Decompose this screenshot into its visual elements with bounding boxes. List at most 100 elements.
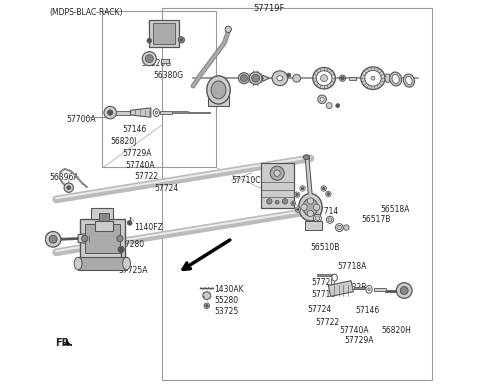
Circle shape — [64, 183, 73, 192]
Ellipse shape — [365, 70, 381, 86]
Bar — [99, 213, 109, 221]
Polygon shape — [263, 75, 269, 81]
Circle shape — [400, 287, 408, 294]
Bar — [208, 90, 229, 106]
Circle shape — [145, 55, 153, 63]
Circle shape — [205, 304, 208, 307]
Bar — [85, 224, 120, 253]
Ellipse shape — [339, 75, 346, 81]
Ellipse shape — [326, 216, 334, 223]
Ellipse shape — [272, 71, 288, 86]
Ellipse shape — [316, 71, 332, 86]
Text: 56320G: 56320G — [142, 59, 171, 68]
Text: 56380G: 56380G — [153, 70, 183, 80]
Bar — [173, 111, 188, 113]
Text: FR.: FR. — [56, 338, 73, 348]
Circle shape — [301, 187, 304, 190]
Ellipse shape — [252, 74, 260, 82]
Polygon shape — [78, 233, 91, 244]
Polygon shape — [131, 108, 151, 117]
Ellipse shape — [392, 74, 399, 84]
Bar — [102, 11, 216, 167]
Circle shape — [270, 166, 284, 180]
Circle shape — [127, 221, 132, 225]
Circle shape — [49, 235, 57, 243]
Circle shape — [287, 73, 291, 77]
Ellipse shape — [313, 214, 321, 222]
Text: 56396A: 56396A — [49, 173, 79, 183]
Circle shape — [300, 186, 305, 191]
Ellipse shape — [318, 95, 326, 104]
Text: 55280: 55280 — [215, 296, 239, 305]
Ellipse shape — [277, 75, 283, 81]
Ellipse shape — [385, 74, 391, 83]
Ellipse shape — [299, 194, 322, 221]
Bar — [188, 112, 210, 113]
Ellipse shape — [366, 285, 372, 293]
Ellipse shape — [293, 74, 300, 82]
Circle shape — [104, 106, 117, 119]
Bar — [317, 274, 334, 276]
Ellipse shape — [371, 76, 375, 80]
Circle shape — [225, 26, 231, 32]
Circle shape — [313, 204, 320, 210]
Circle shape — [142, 52, 156, 66]
Text: 56820J: 56820J — [110, 137, 137, 146]
Ellipse shape — [344, 225, 349, 230]
Bar — [80, 219, 125, 258]
Text: 1430AK: 1430AK — [215, 285, 244, 294]
Text: 57722: 57722 — [315, 318, 339, 327]
Ellipse shape — [239, 73, 250, 84]
Text: 57725A: 57725A — [118, 266, 147, 275]
Circle shape — [67, 186, 71, 190]
Text: 57146: 57146 — [123, 125, 147, 135]
Ellipse shape — [153, 109, 159, 117]
Ellipse shape — [320, 97, 324, 101]
Circle shape — [321, 186, 326, 191]
Bar — [153, 23, 175, 44]
Ellipse shape — [123, 257, 131, 270]
Text: 57138B: 57138B — [147, 21, 176, 30]
Circle shape — [325, 191, 331, 197]
Ellipse shape — [303, 198, 318, 216]
Circle shape — [297, 208, 299, 211]
Circle shape — [307, 198, 313, 204]
Ellipse shape — [321, 75, 327, 82]
Ellipse shape — [406, 76, 412, 85]
Text: (MDPS-BLAC-RACK): (MDPS-BLAC-RACK) — [49, 8, 123, 17]
Bar — [354, 287, 366, 289]
Bar — [161, 59, 169, 63]
Ellipse shape — [326, 102, 332, 108]
Circle shape — [45, 231, 61, 247]
Bar — [96, 221, 113, 231]
Text: 57710C: 57710C — [231, 176, 261, 185]
Ellipse shape — [204, 303, 209, 308]
Circle shape — [396, 283, 412, 298]
Text: 57719F: 57719F — [254, 4, 285, 13]
Circle shape — [340, 76, 344, 80]
Text: 53725: 53725 — [215, 307, 239, 316]
Text: 57719: 57719 — [311, 289, 336, 299]
Text: 57714: 57714 — [314, 207, 338, 217]
Circle shape — [307, 210, 313, 217]
Text: 1140FZ: 1140FZ — [134, 223, 163, 232]
Ellipse shape — [336, 224, 343, 231]
Bar — [78, 257, 127, 270]
Circle shape — [328, 218, 332, 222]
Bar — [117, 111, 130, 115]
Text: 57720: 57720 — [311, 278, 336, 287]
Text: 57724: 57724 — [154, 184, 178, 193]
Text: 56518A: 56518A — [381, 204, 410, 214]
Circle shape — [147, 38, 152, 43]
Bar — [91, 208, 113, 219]
Text: 57740A: 57740A — [340, 326, 369, 335]
Circle shape — [327, 192, 330, 196]
Text: 57724: 57724 — [307, 305, 332, 314]
Ellipse shape — [403, 74, 414, 87]
Circle shape — [82, 235, 88, 242]
Circle shape — [266, 199, 272, 204]
Ellipse shape — [313, 67, 336, 89]
Bar — [160, 111, 172, 114]
Ellipse shape — [155, 111, 157, 114]
Text: 57729A: 57729A — [345, 336, 374, 346]
